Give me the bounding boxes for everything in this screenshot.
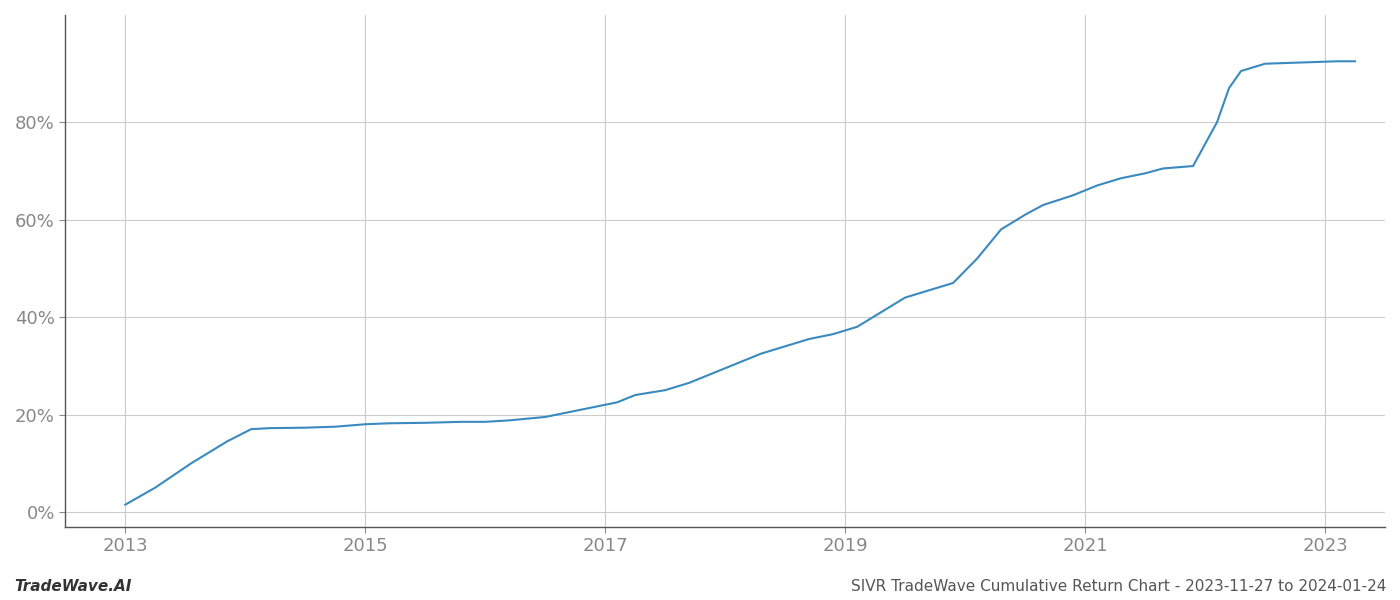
Text: TradeWave.AI: TradeWave.AI: [14, 579, 132, 594]
Text: SIVR TradeWave Cumulative Return Chart - 2023-11-27 to 2024-01-24: SIVR TradeWave Cumulative Return Chart -…: [851, 579, 1386, 594]
